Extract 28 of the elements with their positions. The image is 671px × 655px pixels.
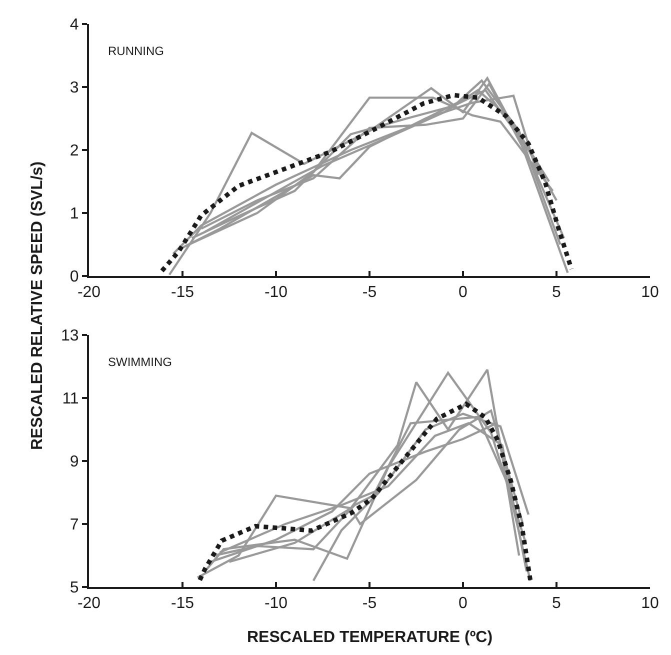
y-tick-label: 3	[70, 80, 79, 97]
x-tick-label: 10	[641, 284, 659, 302]
y-tick-label: 13	[61, 328, 79, 345]
y-tick-label: 4	[70, 16, 79, 34]
x-tick-label: -10	[264, 284, 288, 302]
y-tick-label: 1	[70, 206, 79, 223]
y-tick-label: 0	[70, 268, 79, 286]
text: RUNNING	[108, 44, 164, 58]
x-tick-label: 5	[552, 284, 562, 302]
x-tick-label: 0	[458, 595, 468, 612]
x-tick-label: -15	[170, 595, 194, 612]
x-tick-label: -15	[170, 284, 194, 302]
y-tick-label: 7	[70, 516, 79, 534]
y-tick-label: 11	[62, 390, 79, 408]
x-tick-label: 0	[458, 284, 468, 302]
y-tick-label: 2	[70, 142, 79, 160]
y-axis-title: RESCALED RELATIVE SPEED (SVL/s)	[29, 161, 46, 450]
x-tick-label: -5	[362, 284, 377, 302]
x-tick-label: -10	[264, 595, 288, 612]
x-tick-label: -20	[77, 284, 101, 302]
x-axis-title: RESCALED TEMPERATURE (ºC)	[247, 629, 493, 646]
x-tick-label: 5	[552, 595, 562, 612]
y-tick-label: 9	[70, 454, 79, 471]
x-tick-label: -5	[362, 595, 377, 612]
y-tick-label: 5	[70, 580, 79, 597]
text: SWIMMING	[108, 355, 172, 369]
x-tick-label: -20	[77, 595, 101, 612]
x-tick-label: 10	[641, 595, 659, 612]
